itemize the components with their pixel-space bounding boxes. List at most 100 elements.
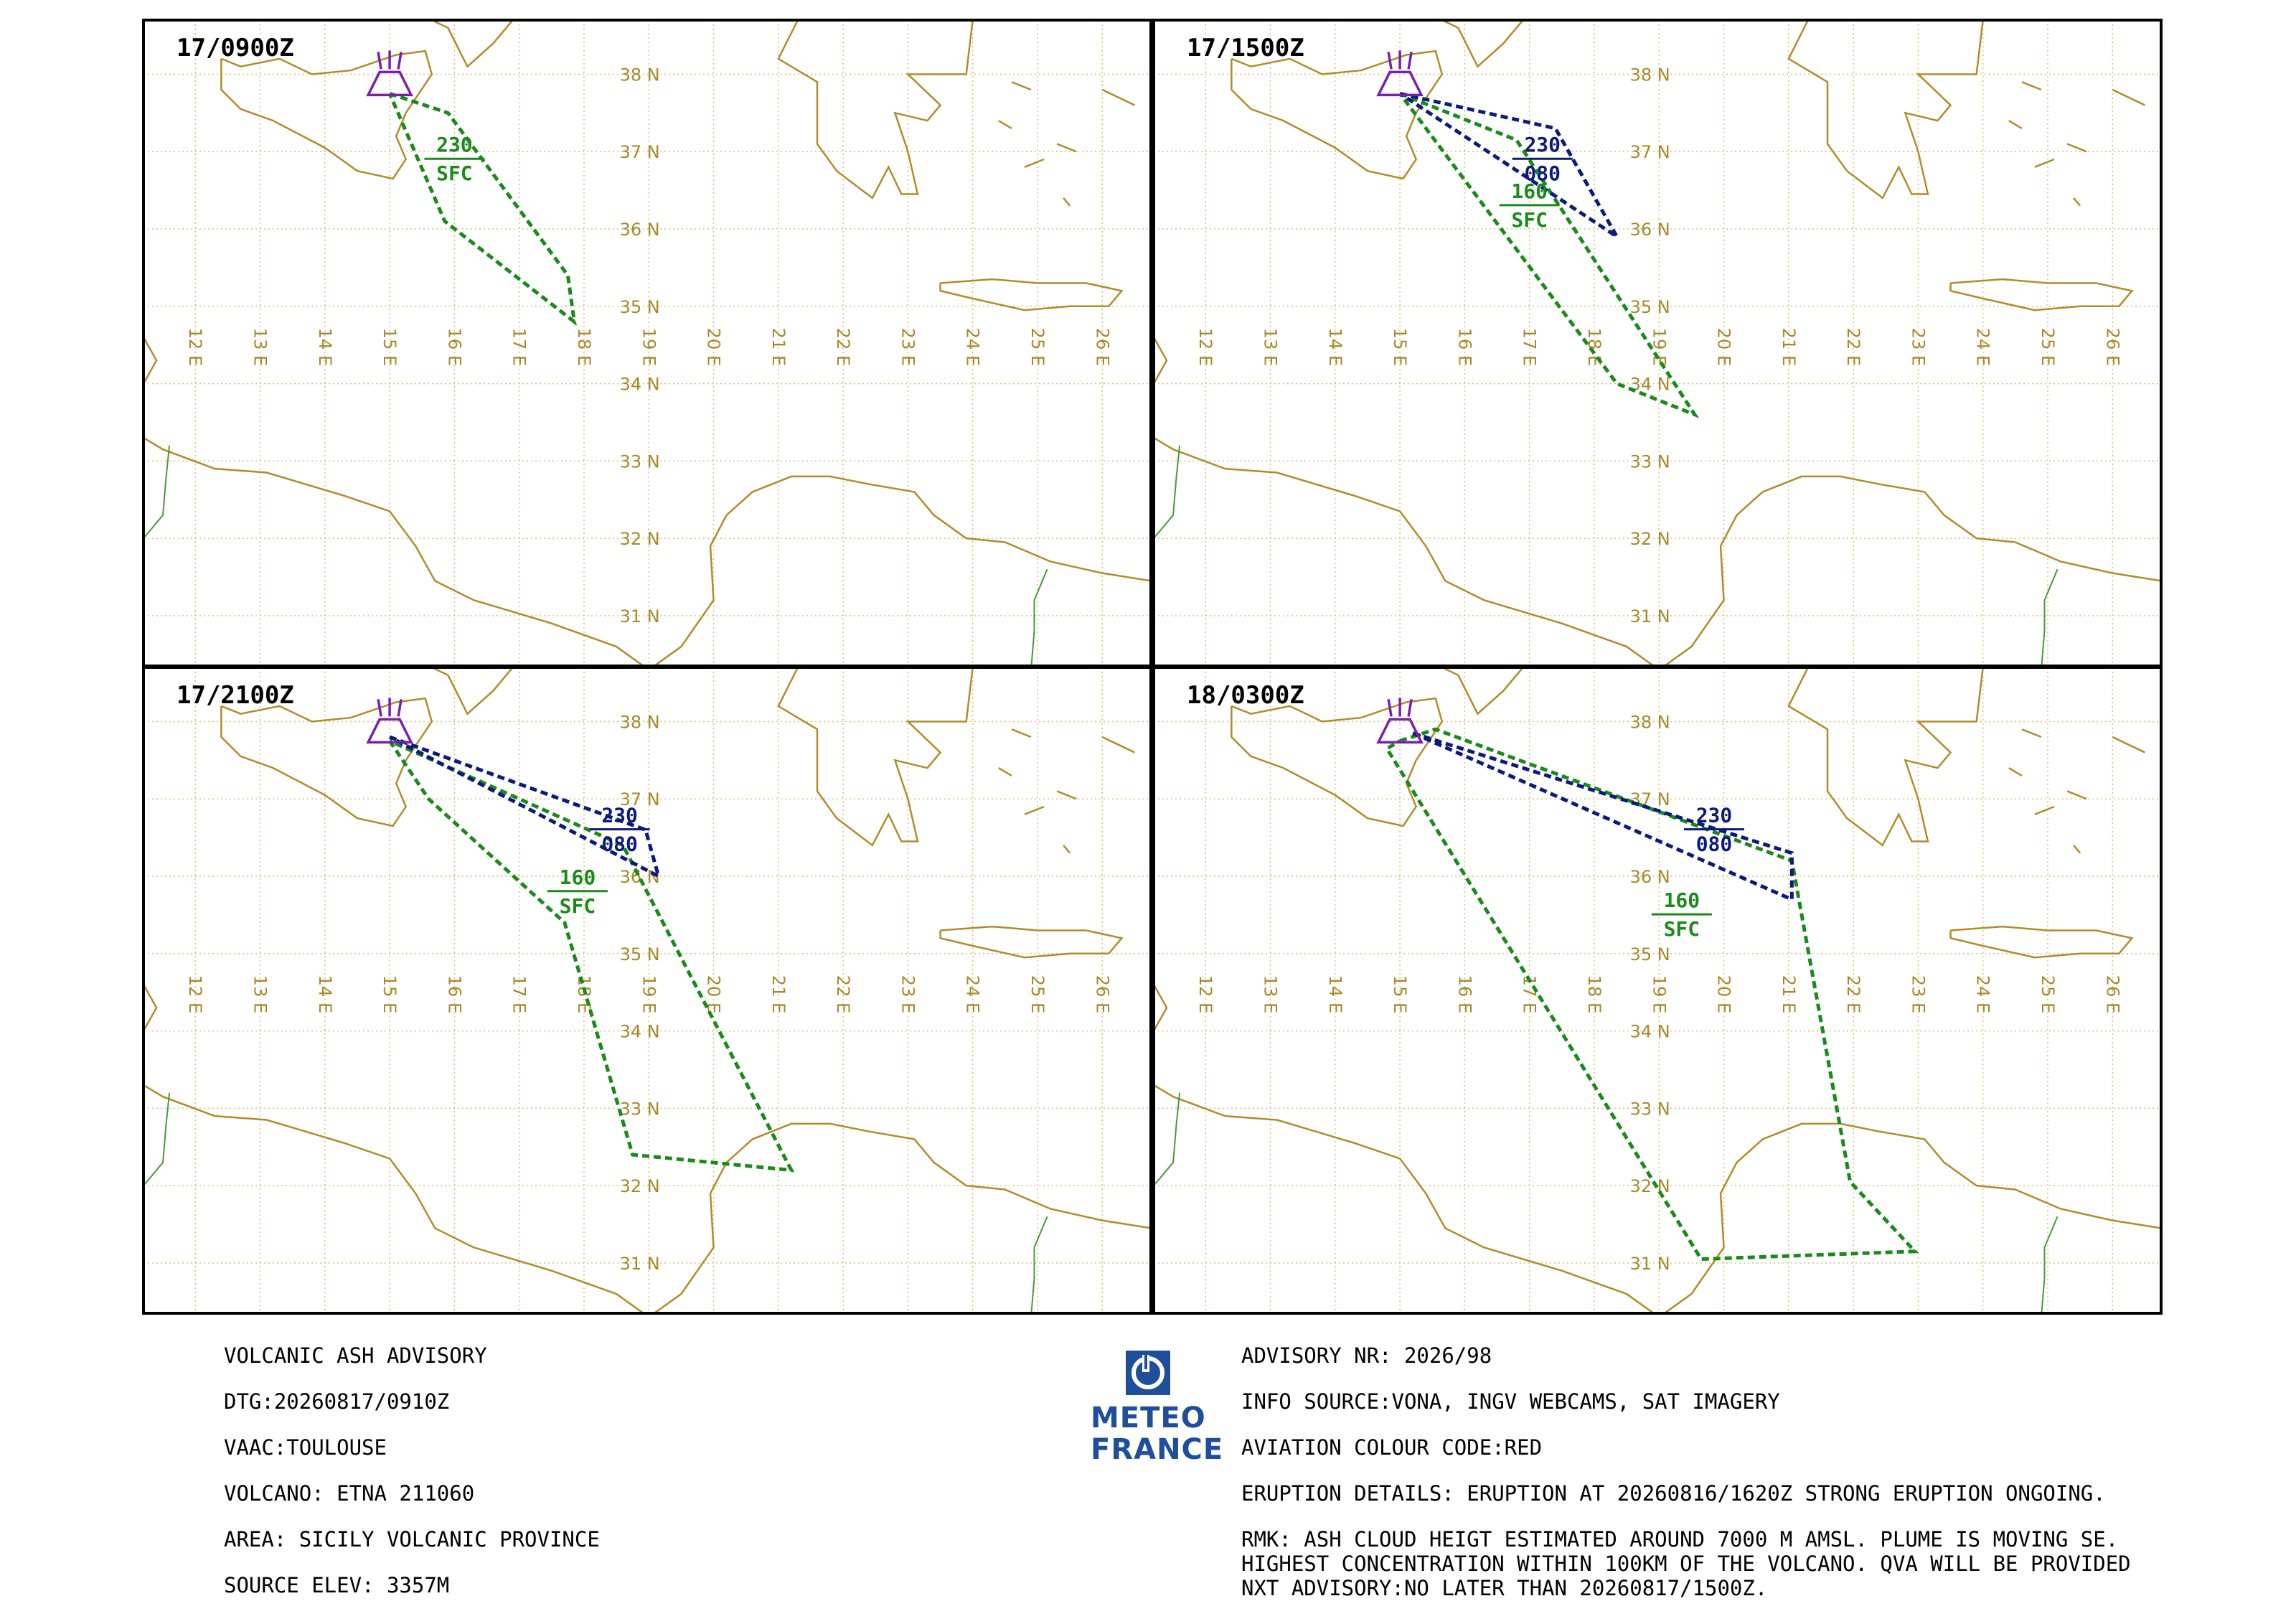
coastline [1787,667,1984,847]
lon-label: 12 E [1195,975,1215,1013]
lat-label: 36 N [1630,867,1670,887]
green-fl-bottom-label: SFC [436,161,473,185]
coastline [1441,20,1525,68]
blue-fl-top-label: 230 [1524,133,1561,156]
advisory-right-line: HIGHEST CONCENTRATION WITHIN 100KM OF TH… [1241,1552,2131,1576]
lon-label: 13 E [1261,328,1281,366]
coastline [1056,143,1077,153]
lat-label: 32 N [1630,529,1670,549]
lon-label: 22 E [833,328,853,366]
lon-label: 13 E [1261,975,1281,1013]
lat-label: 31 N [620,1254,660,1274]
coastline [144,436,1151,666]
lon-label: 26 E [1092,328,1112,366]
advisory-left-line: VAAC:TOULOUSE [224,1435,387,1460]
lon-label: 19 E [639,328,659,366]
lon-label: 23 E [1908,975,1928,1013]
lon-label: 23 E [1908,328,1928,366]
coastline [1063,845,1071,854]
lon-label: 25 E [1027,975,1048,1013]
coastline [220,50,433,180]
lon-label: 14 E [1325,975,1345,1013]
coastline [1024,158,1045,168]
coastline [2008,767,2023,776]
ash-polygon-green [387,92,577,327]
country-border [1154,445,1181,539]
lon-label: 16 E [1454,328,1474,366]
advisory-left-line: AREA: SICILY VOLCANIC PROVINCE [224,1527,600,1552]
advisory-left-line: DTG:20260817/0910Z [224,1389,450,1414]
lat-label: 34 N [620,375,660,395]
coastline [998,120,1012,129]
country-border [2041,568,2059,666]
coastline [2066,790,2087,800]
lon-label: 25 E [2038,975,2058,1013]
coastline [1154,337,1168,385]
lon-label: 21 E [768,975,789,1013]
lat-label: 33 N [620,451,660,471]
coastline [1231,697,1444,827]
coastline [777,667,974,847]
lat-label: 38 N [620,65,660,85]
lat-label: 35 N [620,297,660,317]
coastline [1011,728,1032,738]
lon-label: 20 E [1714,975,1734,1013]
lat-label: 38 N [620,712,660,732]
coastline [2021,81,2042,91]
lat-label: 34 N [1630,375,1670,395]
map-panel-3: 31 N 32 N 33 N 34 N 35 N 36 N 37 N 38 N 12 E 13 E… [142,666,1152,1315]
coastline [2034,805,2055,815]
advisory-left-line: SOURCE ELEV: 3357M [224,1573,450,1597]
lon-label: 21 E [1779,975,1799,1013]
coastline [1787,20,1984,200]
lon-label: 14 E [315,328,335,366]
lon-label: 24 E [963,328,983,366]
lon-label: 24 E [1973,975,1993,1013]
lat-label: 31 N [1630,606,1670,626]
lon-label: 24 E [1973,328,1993,366]
coastline [998,767,1012,776]
green-fl-bottom-label: SFC [1664,917,1700,941]
panel-time-label: 17/2100Z [177,681,294,710]
lon-label: 12 E [1195,328,1215,366]
lon-label: 22 E [1843,975,1863,1013]
lon-label: 16 E [444,328,464,366]
lon-label: 22 E [833,975,853,1013]
coastline [2066,143,2087,153]
lon-label: 19 E [1649,975,1669,1013]
lon-label: 17 E [509,975,530,1013]
lon-label: 15 E [1390,328,1410,366]
country-border [1030,568,1048,666]
lon-label: 23 E [898,328,918,366]
lon-label: 26 E [2102,328,2122,366]
panel-time-label: 17/0900Z [177,34,294,62]
volcano-icon [366,698,413,744]
lat-label: 34 N [620,1022,660,1042]
blue-fl-bottom-label: 080 [1696,832,1733,856]
coastline [777,20,974,200]
volcano-icon [1376,50,1424,97]
coastline [1011,81,1032,91]
lat-label: 36 N [620,220,660,240]
lat-label: 33 N [1630,1099,1670,1119]
blue-fl-top-label: 230 [1696,804,1733,827]
country-border [1154,1092,1181,1186]
lon-label: 20 E [1714,328,1734,366]
lon-label: 21 E [768,328,789,366]
coastline [1101,736,1135,754]
lat-label: 32 N [1630,1176,1670,1196]
logo-line-2: FRANCE [1091,1433,1224,1466]
logo-line-1: METEO [1091,1402,1206,1435]
blue-fl-bottom-label: 080 [1524,161,1561,185]
lon-label: 23 E [898,975,918,1013]
advisory-right-line: ERUPTION DETAILS: ERUPTION AT 20260816/1… [1241,1481,2106,1506]
lon-label: 17 E [1520,328,1540,366]
coastline [2073,197,2081,207]
lat-label: 35 N [1630,944,1670,964]
coastline [1949,278,2134,311]
blue-fl-bottom-label: 080 [601,832,638,856]
coastline [431,20,514,68]
map-panel-1: 31 N 32 N 33 N 34 N 35 N 36 N 37 N 38 N 12 E 13 E… [142,19,1152,667]
panel-time-label: 18/0300Z [1187,681,1304,710]
advisory-right-line: AVIATION COLOUR CODE:RED [1241,1435,1543,1460]
